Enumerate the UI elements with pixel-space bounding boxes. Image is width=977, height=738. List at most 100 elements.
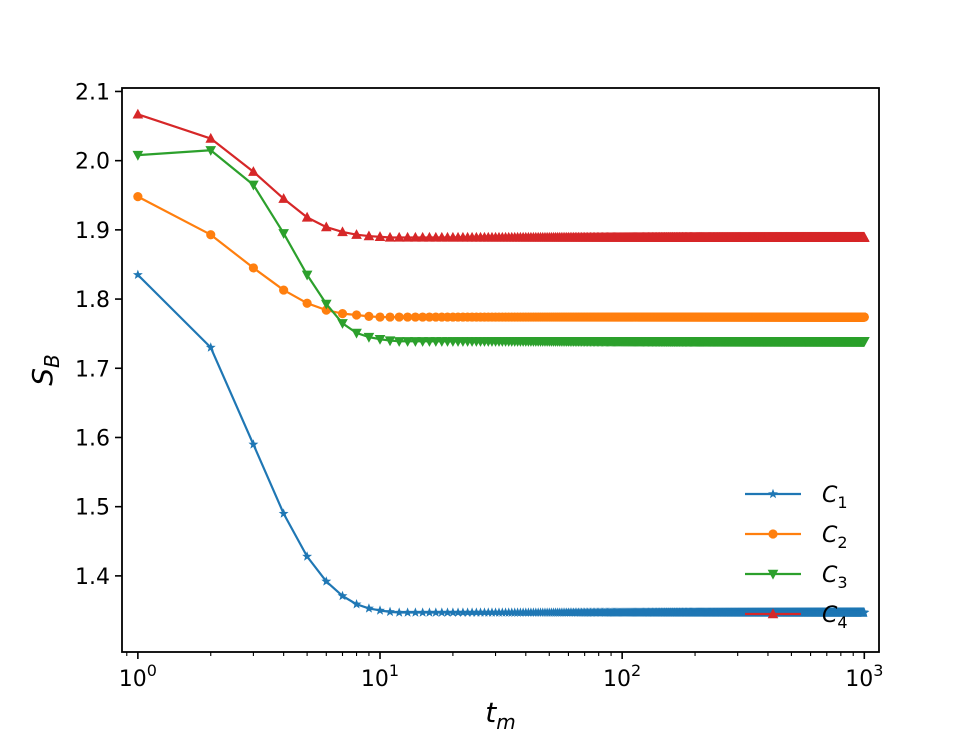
legend-label: C2 xyxy=(822,523,848,552)
data-point xyxy=(337,308,348,319)
data-point xyxy=(424,312,435,322)
data-point xyxy=(417,231,428,242)
data-point xyxy=(206,230,216,240)
data-point xyxy=(394,312,404,322)
data-point xyxy=(475,607,486,617)
data-point xyxy=(402,607,413,617)
legend-marker xyxy=(767,569,779,580)
data-point xyxy=(279,285,289,295)
data-point xyxy=(462,607,473,617)
data-point xyxy=(859,312,869,322)
data-point xyxy=(278,193,289,203)
data-point xyxy=(471,607,482,617)
data-point xyxy=(417,337,428,347)
data-point xyxy=(132,108,144,119)
data-point xyxy=(375,312,385,322)
data-point xyxy=(337,590,348,601)
data-point xyxy=(337,226,348,237)
data-point xyxy=(410,312,420,322)
data-point xyxy=(321,576,332,586)
data-point xyxy=(393,231,405,242)
data-point xyxy=(479,607,490,617)
data-point xyxy=(858,337,870,347)
data-point xyxy=(430,607,441,617)
data-point xyxy=(859,607,870,617)
legend-marker xyxy=(768,529,778,539)
legend-label: C3 xyxy=(822,563,848,592)
data-point xyxy=(363,332,375,343)
series-line-C1 xyxy=(137,274,866,614)
data-point xyxy=(351,310,362,320)
data-point xyxy=(278,508,289,518)
data-point xyxy=(442,607,453,617)
data-point xyxy=(410,337,421,347)
data-point xyxy=(467,607,478,617)
data-point xyxy=(483,607,494,617)
data-point xyxy=(457,607,468,617)
data-point xyxy=(374,335,386,345)
data-point xyxy=(302,298,312,308)
data-point xyxy=(393,337,405,347)
data-point xyxy=(418,312,428,322)
y-axis-label: SB xyxy=(26,354,64,386)
series-C1 xyxy=(132,269,870,617)
y-tick-label: 1.6 xyxy=(75,426,110,451)
data-point xyxy=(402,312,413,322)
legend-marker xyxy=(768,488,778,499)
data-point xyxy=(248,166,259,176)
data-point xyxy=(858,231,870,242)
x-tick-label: 101 xyxy=(361,661,399,692)
axes: 1.4 1.5 1.6 1.7 1.8 1.9 2.0 2.1 100 101 102 103 tm SB xyxy=(26,80,883,734)
data-point xyxy=(394,607,405,617)
data-point xyxy=(385,606,395,617)
data-point xyxy=(337,319,348,329)
data-point xyxy=(384,231,396,242)
data-point xyxy=(301,270,313,281)
y-tick-label: 1.5 xyxy=(75,496,110,521)
data-point xyxy=(453,607,463,617)
series-line-C2 xyxy=(137,195,866,319)
x-tick-label: 102 xyxy=(603,661,641,692)
data-point xyxy=(205,132,217,143)
data-point xyxy=(436,607,447,617)
data-point xyxy=(132,269,143,280)
data-point xyxy=(375,605,385,615)
data-point xyxy=(424,607,435,617)
data-point xyxy=(133,192,143,202)
data-point xyxy=(301,211,313,222)
data-point xyxy=(364,311,374,321)
plot-area xyxy=(132,108,870,617)
y-tick-label: 1.9 xyxy=(75,219,110,244)
legend-entry-C2: C2 xyxy=(745,523,848,552)
data-point xyxy=(248,439,259,449)
data-point xyxy=(205,146,217,156)
y-tick-label: 2.0 xyxy=(75,150,110,175)
data-point xyxy=(487,607,497,617)
y-tick-label: 2.1 xyxy=(75,80,110,105)
data-point xyxy=(132,150,144,161)
data-point xyxy=(351,229,362,239)
data-point xyxy=(363,603,374,613)
y-tick-label: 1.7 xyxy=(75,357,110,382)
data-point xyxy=(410,231,421,242)
legend-label: C1 xyxy=(822,483,848,512)
data-point xyxy=(402,231,413,242)
data-point xyxy=(410,607,421,617)
x-tick-label: 103 xyxy=(845,661,883,692)
data-point xyxy=(248,263,258,273)
data-point xyxy=(384,336,396,347)
data-point xyxy=(351,599,362,609)
data-point xyxy=(363,230,375,241)
data-point xyxy=(385,312,395,322)
data-point xyxy=(374,231,386,241)
data-point xyxy=(320,221,332,232)
x-axis-label: tm xyxy=(485,696,515,733)
y-tick-label: 1.4 xyxy=(75,565,110,590)
legend: C1 C2 C3 C4 xyxy=(745,483,848,632)
y-tick-label: 1.8 xyxy=(75,288,110,313)
legend-entry-C4: C4 xyxy=(745,603,848,632)
data-point xyxy=(205,342,216,352)
legend-entry-C3: C3 xyxy=(745,563,848,592)
data-point xyxy=(302,551,313,561)
